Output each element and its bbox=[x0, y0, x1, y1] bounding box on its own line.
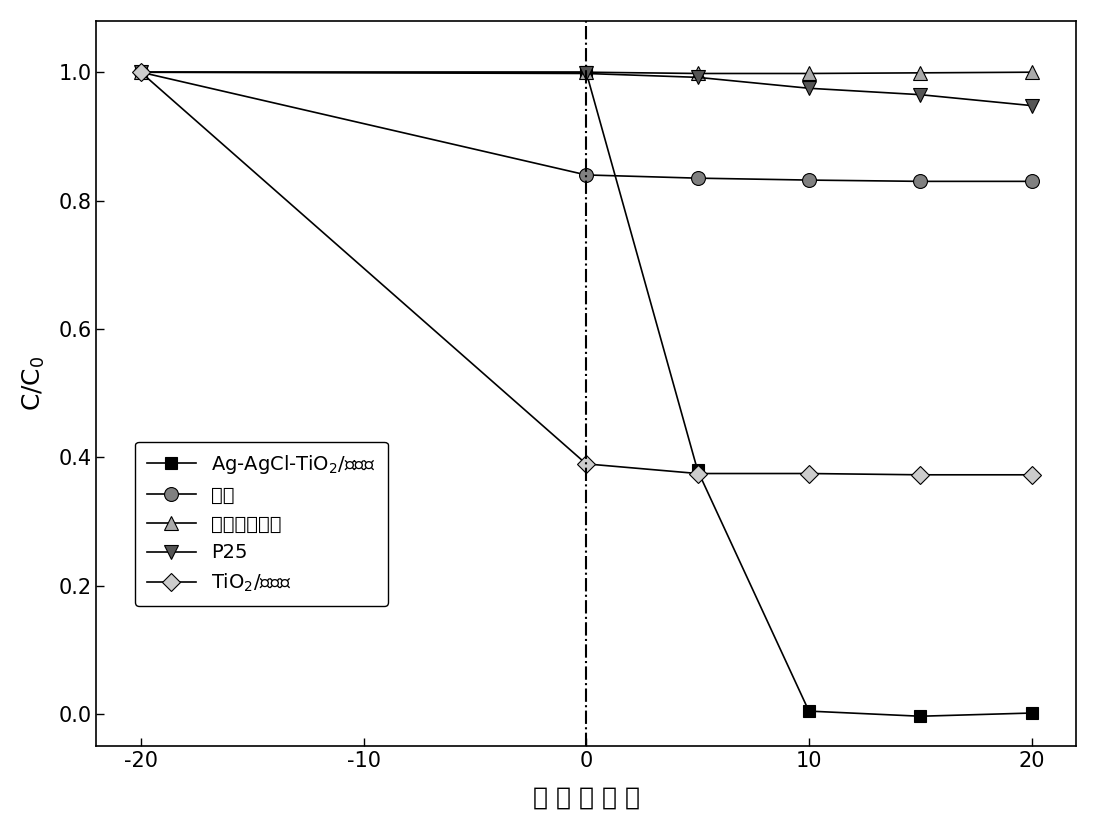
Line: 吸附: 吸附 bbox=[134, 66, 1039, 188]
有光无偐化剂 bbox=[691, 69, 704, 79]
Line: P25: P25 bbox=[134, 66, 1039, 113]
P25 bbox=[914, 90, 927, 100]
Line: Ag-AgCl-TiO$_2$/累托石: Ag-AgCl-TiO$_2$/累托石 bbox=[135, 66, 1038, 722]
X-axis label: 时 间 （ 分 ）: 时 间 （ 分 ） bbox=[533, 785, 640, 809]
Legend: Ag-AgCl-TiO$_2$/累托石, 吸附, 有光无偐化剂, P25, TiO$_2$/累托石: Ag-AgCl-TiO$_2$/累托石, 吸附, 有光无偐化剂, P25, Ti… bbox=[135, 442, 387, 606]
Y-axis label: C/C$_0$: C/C$_0$ bbox=[21, 356, 47, 412]
Ag-AgCl-TiO$_2$/累托石 bbox=[691, 466, 704, 476]
有光无偐化剂 bbox=[579, 67, 592, 77]
Line: TiO$_2$/累托石: TiO$_2$/累托石 bbox=[135, 66, 1038, 481]
Line: 有光无偐化剂: 有光无偐化剂 bbox=[134, 66, 1039, 81]
吸附 bbox=[691, 173, 704, 183]
Ag-AgCl-TiO$_2$/累托石 bbox=[1025, 708, 1038, 718]
吸附 bbox=[134, 67, 147, 77]
有光无偐化剂 bbox=[1025, 67, 1038, 77]
Ag-AgCl-TiO$_2$/累托石 bbox=[134, 67, 147, 77]
TiO$_2$/累托石 bbox=[134, 67, 147, 77]
Ag-AgCl-TiO$_2$/累托石 bbox=[914, 711, 927, 721]
吸附 bbox=[1025, 177, 1038, 187]
P25 bbox=[691, 72, 704, 82]
TiO$_2$/累托石 bbox=[1025, 470, 1038, 480]
TiO$_2$/累托石 bbox=[579, 459, 592, 469]
Ag-AgCl-TiO$_2$/累托石 bbox=[579, 67, 592, 77]
TiO$_2$/累托石 bbox=[914, 470, 927, 480]
P25 bbox=[579, 69, 592, 79]
Ag-AgCl-TiO$_2$/累托石 bbox=[802, 706, 815, 716]
有光无偐化剂 bbox=[802, 69, 815, 79]
P25 bbox=[1025, 100, 1038, 110]
吸附 bbox=[579, 170, 592, 180]
吸附 bbox=[914, 177, 927, 187]
吸附 bbox=[802, 175, 815, 185]
P25 bbox=[134, 67, 147, 77]
TiO$_2$/累托石 bbox=[691, 469, 704, 479]
有光无偐化剂 bbox=[914, 68, 927, 78]
TiO$_2$/累托石 bbox=[802, 469, 815, 479]
P25 bbox=[802, 83, 815, 93]
有光无偐化剂 bbox=[134, 67, 147, 77]
